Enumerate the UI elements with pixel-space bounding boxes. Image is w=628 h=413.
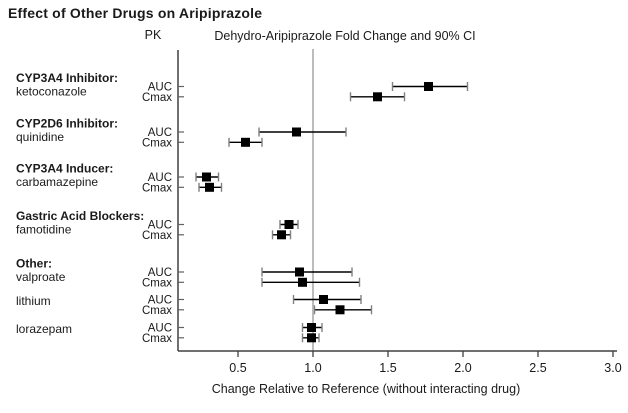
drug-label: valproate bbox=[16, 270, 66, 284]
drug-label: ketoconazole bbox=[16, 85, 87, 99]
pk-row-label: AUC bbox=[148, 172, 172, 184]
pk-row-label: AUC bbox=[148, 220, 172, 232]
point-marker bbox=[298, 277, 307, 287]
pk-row-label: AUC bbox=[148, 295, 172, 307]
pk-row-label: Cmax bbox=[142, 92, 172, 104]
pk-row-label: Cmax bbox=[142, 277, 172, 289]
pk-column-header: PK bbox=[144, 28, 162, 42]
x-tick-label: 1.0 bbox=[304, 361, 321, 375]
x-tick-label: 2.0 bbox=[454, 361, 471, 375]
point-marker bbox=[335, 305, 345, 315]
group-heading: Other: bbox=[16, 257, 52, 271]
point-marker bbox=[307, 323, 316, 332]
x-tick-label: 3.0 bbox=[604, 361, 621, 375]
pk-row-label: Cmax bbox=[142, 182, 172, 194]
point-marker bbox=[295, 267, 304, 277]
group-heading: CYP2D6 Inhibitor: bbox=[16, 117, 118, 131]
drug-label: carbamazepine bbox=[16, 175, 98, 189]
point-marker bbox=[373, 92, 382, 102]
point-marker bbox=[307, 333, 316, 343]
x-tick-label: 0.5 bbox=[229, 361, 246, 375]
pk-row-label: Cmax bbox=[142, 305, 172, 317]
pk-row-label: AUC bbox=[148, 323, 172, 335]
point-marker bbox=[284, 220, 294, 229]
drug-label: lorazepam bbox=[16, 322, 72, 336]
point-marker bbox=[241, 137, 250, 147]
drug-label: lithium bbox=[16, 294, 51, 308]
x-tick-label: 1.5 bbox=[379, 361, 396, 375]
figure-title: Effect of Other Drugs on Aripiprazole bbox=[8, 5, 263, 21]
drug-label: quinidine bbox=[16, 130, 64, 144]
group-heading: CYP3A4 Inducer: bbox=[16, 162, 113, 176]
pk-row-label: Cmax bbox=[142, 333, 172, 345]
point-marker bbox=[292, 127, 301, 137]
pk-row-label: Cmax bbox=[142, 137, 172, 149]
point-marker bbox=[205, 182, 214, 192]
group-heading: Gastric Acid Blockers: bbox=[16, 209, 144, 223]
x-axis-title: Change Relative to Reference (without in… bbox=[211, 382, 521, 396]
group-heading: CYP3A4 Inhibitor: bbox=[16, 71, 118, 85]
pk-row-label: Cmax bbox=[142, 230, 172, 242]
pk-row-label: AUC bbox=[148, 267, 172, 279]
pk-row-label: AUC bbox=[148, 82, 172, 94]
point-marker bbox=[319, 295, 328, 304]
drug-label: famotidine bbox=[16, 223, 72, 237]
point-marker bbox=[277, 230, 286, 240]
value-axis-header: Dehydro-Aripiprazole Fold Change and 90%… bbox=[214, 29, 476, 43]
point-marker bbox=[202, 172, 211, 182]
x-tick-label: 2.5 bbox=[529, 361, 546, 375]
point-marker bbox=[424, 82, 433, 91]
pk-row-label: AUC bbox=[148, 127, 172, 139]
